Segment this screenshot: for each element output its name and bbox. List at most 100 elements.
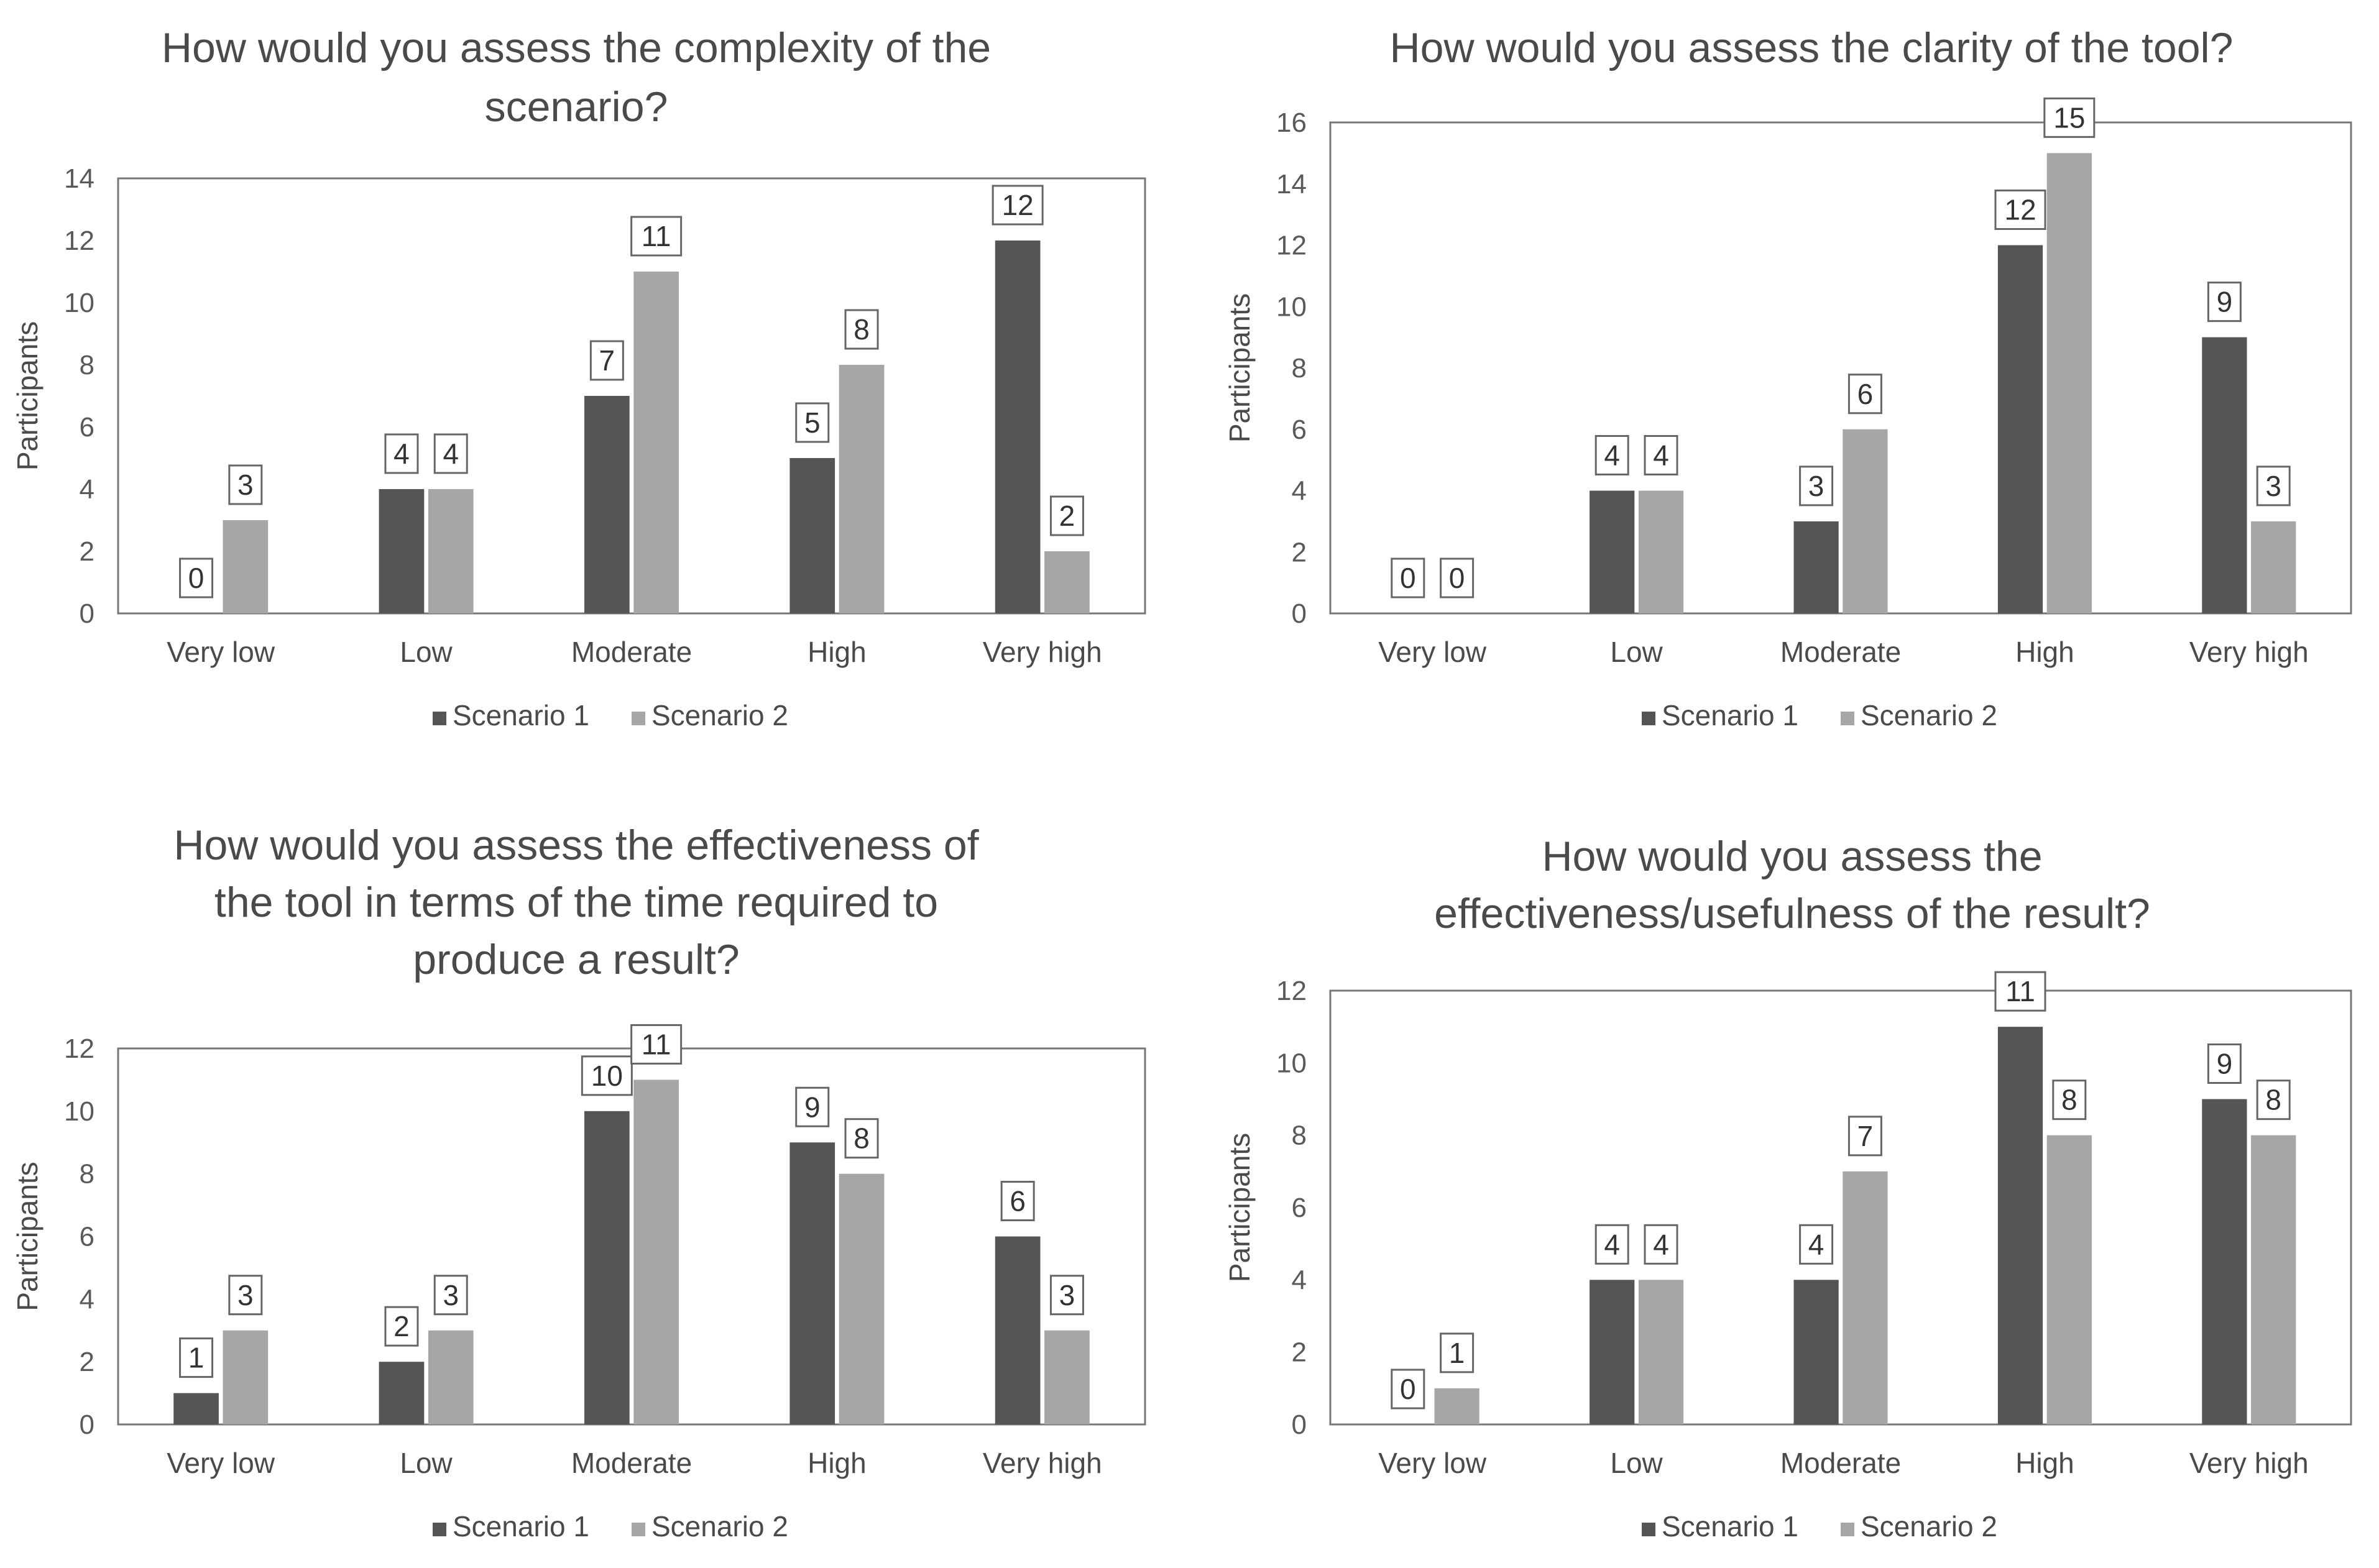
data-label-box [179,1337,214,1378]
chart-title-line: effectiveness/usefulness of the result? [1434,890,2150,937]
category-label: Moderate [571,1447,692,1479]
data-label: 1 [1449,1337,1465,1369]
data-label: 3 [237,1279,254,1311]
data-label-box [630,1024,683,1065]
chart-title-line: the tool in terms of the time required t… [214,879,938,926]
y-tick-label: 2 [1292,537,1307,567]
category-label: Very low [1378,1447,1487,1479]
data-label: 3 [443,1279,459,1311]
data-label-box [1848,1116,1882,1157]
legend-label: Scenario 1 [1662,1510,1798,1543]
y-axis-label: Participants [1223,1133,1256,1282]
data-label: 8 [2061,1084,2078,1116]
y-axis-label: Participants [11,321,44,470]
bar-scenario-2 [223,520,269,613]
chart-svg: How would you assess the clarity of the … [1223,24,2352,731]
data-label: 0 [1449,562,1465,594]
bar-scenario-2 [633,272,679,613]
data-label: 6 [1857,378,1874,410]
data-label-box [795,1086,830,1127]
data-label: 4 [393,438,410,470]
y-tick-label: 4 [1292,476,1307,507]
data-label: 6 [1010,1185,1026,1217]
data-label: 12 [2004,194,2036,226]
data-label: 12 [1002,189,1034,221]
data-label-box [1049,1275,1084,1316]
data-label-box [2052,1080,2087,1121]
data-label: 7 [599,344,615,377]
y-tick-label: 12 [64,1034,94,1064]
plot-area-border [1329,989,2352,1426]
legend-label: Scenario 2 [1861,1510,1997,1543]
y-tick-label: 2 [80,536,94,567]
legend-label: Scenario 2 [651,699,788,731]
data-label: 15 [2053,101,2085,134]
data-label-box [1000,1181,1035,1221]
data-label-box [1799,1224,1834,1265]
bar-scenario-1 [584,1111,630,1424]
data-label: 9 [804,1091,821,1123]
legend-swatch-scenario-2 [1841,712,1854,725]
legend-label: Scenario 1 [453,699,589,731]
data-label-box [228,1275,263,1316]
data-label-box [384,433,419,474]
category-label: Very high [983,1447,1102,1479]
data-label-box [795,402,830,443]
y-tick-label: 6 [1292,415,1307,445]
bar-scenario-2 [428,1330,474,1424]
data-label-box [1644,435,1678,475]
y-tick-label: 10 [1276,1048,1307,1078]
category-label: Low [400,1447,453,1479]
legend-swatch-scenario-1 [433,712,446,725]
chart-title-line: How would you assess the complexity of t… [162,24,991,71]
bar-scenario-2 [2046,1135,2092,1424]
data-label: 0 [1400,562,1416,594]
data-label-box [433,433,468,474]
data-label: 3 [1808,470,1825,502]
chart-svg: How would you assess the effectiveness o… [11,822,1146,1543]
bar-scenario-1 [995,241,1041,613]
bar-scenario-2 [839,365,885,613]
chart-complexity-panel: How would you assess the complexity of t… [0,0,1189,784]
data-label: 3 [237,469,254,501]
bar-scenario-1 [1997,245,2043,613]
bar-scenario-1 [584,396,630,613]
y-tick-label: 8 [1292,353,1307,383]
chart-title-line: How would you assess the [1542,833,2042,880]
bar-scenario-2 [633,1080,679,1424]
bar-scenario-2 [1434,1388,1479,1424]
y-tick-label: 14 [1276,169,1307,199]
category-label: Moderate [1780,636,1901,668]
y-tick-label: 0 [1292,598,1307,629]
category-label: Low [400,636,453,668]
category-label: High [808,1447,867,1479]
legend-swatch-scenario-2 [632,712,645,725]
plot-area-border [117,177,1146,615]
y-tick-label: 12 [64,226,94,256]
data-label: 4 [1653,1228,1669,1260]
data-label: 8 [854,1122,870,1155]
category-label: Very low [1378,636,1487,668]
data-label: 7 [1857,1120,1874,1152]
data-label-box [630,216,683,257]
y-tick-label: 16 [1276,108,1307,138]
legend-swatch-scenario-1 [1642,1523,1655,1536]
data-label: 8 [2265,1084,2281,1116]
y-tick-label: 0 [1292,1410,1307,1440]
data-label-box [1049,495,1084,536]
bar-scenario-2 [2251,521,2296,613]
data-label: 4 [1808,1228,1825,1260]
bar-scenario-1 [2202,1099,2247,1424]
data-label-box [2256,465,2291,507]
category-label: Very high [2189,1447,2309,1479]
plot-area-border [117,1047,1146,1426]
bar-scenario-1 [789,458,835,613]
data-label: 9 [2217,286,2233,318]
bar-scenario-2 [1044,551,1090,613]
category-label: Very high [2189,636,2309,668]
y-tick-label: 12 [1276,976,1307,1006]
chart-svg: How would you assess the effectiveness/us… [1223,833,2352,1543]
data-label: 4 [1604,1228,1620,1260]
data-label: 3 [2265,470,2281,502]
data-label-box [1994,971,2046,1012]
